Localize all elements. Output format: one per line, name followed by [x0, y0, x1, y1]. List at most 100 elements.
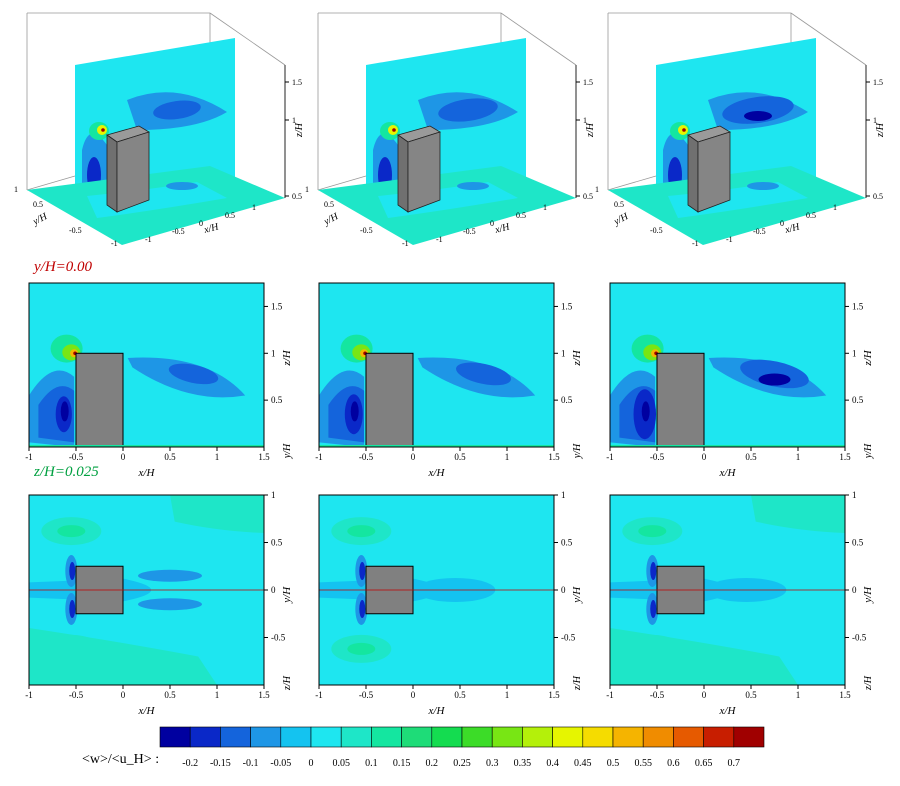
x-tick-label: 1.5	[548, 690, 560, 700]
axes-frame	[318, 282, 555, 448]
x-tick-label: -0.5	[69, 690, 84, 700]
colorbar-tick-label: 0.3	[486, 758, 499, 769]
colorbar-swatch	[401, 726, 433, 748]
contour-region	[166, 182, 198, 190]
colorbar-tick-label: -0.05	[270, 758, 291, 769]
y-axis-label: z/H	[571, 349, 583, 366]
y-tick-label: 1	[271, 348, 276, 358]
x-tick-label: -1	[25, 690, 33, 700]
y-tick-label: 1	[14, 185, 18, 194]
y-axis-label: z/H	[281, 349, 293, 366]
z-axis-label: z/H	[585, 122, 596, 138]
colorbar-swatch	[703, 726, 735, 748]
x-axis-label: x/H	[138, 467, 156, 479]
colorbar-swatch	[461, 726, 493, 748]
y-tick-label: 1	[271, 490, 276, 500]
contour-region	[457, 182, 489, 190]
x-tick-label: 1	[215, 690, 220, 700]
colorbar-tick-label: 0.4	[546, 758, 559, 769]
y-axis-label: y/H	[611, 211, 630, 228]
x-tick-label: 1	[833, 203, 837, 212]
y-tick-label: 1	[305, 185, 309, 194]
panel-y0-1: -1 -0.5 0 0.5 1 1.5 x/H 0.5 1 1.5 z/H y/H	[25, 282, 293, 479]
x-tick-label: 1	[796, 452, 801, 462]
contour-region	[138, 569, 202, 582]
y-tick-label: 0.5	[561, 395, 573, 405]
colorbar-tick-label: 0.6	[667, 758, 680, 769]
x-tick-label: 0	[702, 690, 707, 700]
colorbar-swatch	[371, 726, 402, 748]
contour-region	[29, 628, 217, 685]
x-tick-label: 1	[252, 203, 256, 212]
x-tick-label: -0.5	[463, 227, 476, 236]
colorbar-swatch	[612, 726, 644, 748]
panel-z0025-2: -1 -0.5 0 0.5 1 1.5 x/H 1 0.5 0 -0.5 y/H z/H	[315, 490, 583, 717]
colorbar-swatch	[159, 726, 191, 748]
z-tick-label: 1.5	[583, 78, 593, 87]
x-tick-label: 0.5	[454, 690, 466, 700]
colorbar-tick-label: 0.25	[453, 758, 471, 769]
y-tick-label: -0.5	[852, 633, 867, 643]
y-tick-label: 1	[852, 490, 857, 500]
axes-frame	[609, 282, 846, 448]
y-tick-label: -1	[402, 239, 409, 248]
y-tick-label: -0.5	[561, 633, 576, 643]
colorbar-tick-label: 0.2	[426, 758, 439, 769]
contour-region	[758, 373, 791, 386]
y-tick-label: -1	[692, 239, 699, 248]
z-axis-label: z/H	[875, 122, 886, 138]
x-tick-label: 0	[121, 690, 126, 700]
bounding-box-edge	[790, 12, 867, 66]
peak-velocity-marker	[392, 128, 396, 132]
x-tick-label: 0.5	[164, 690, 176, 700]
contour-region	[650, 562, 657, 580]
y-tick-label: 0.5	[33, 200, 43, 209]
side-axis-label: y/H	[863, 443, 874, 459]
z-tick-label: 0.5	[292, 192, 302, 201]
colorbar-tick-label: 0.65	[695, 758, 713, 769]
x-axis-label: x/H	[783, 221, 802, 236]
contour-region	[57, 525, 86, 538]
x-axis-label: x/H	[428, 705, 446, 717]
y-axis-label: z/H	[862, 349, 874, 366]
contour-region	[438, 98, 498, 122]
y-axis-label: y/H	[30, 211, 49, 228]
contour-region	[638, 525, 667, 538]
x-tick-label: -1	[606, 452, 614, 462]
side-axis-label: z/H	[282, 675, 293, 691]
contour-region	[138, 598, 202, 611]
x-tick-label: 0.5	[454, 452, 466, 462]
side-axis-label: y/H	[282, 443, 293, 459]
colorbar-tick-label: -0.1	[243, 758, 259, 769]
contour-region	[456, 362, 511, 386]
contour-region	[347, 525, 376, 538]
colorbar-tick-label: 0.05	[332, 758, 350, 769]
section-label-y0: y/H=0.00	[34, 259, 93, 275]
bounding-box-edge	[607, 175, 657, 191]
obstacle-side	[397, 134, 409, 213]
x-tick-label: 1	[796, 690, 801, 700]
contour-region	[170, 495, 264, 533]
contour-region	[350, 401, 359, 422]
colorbar-tick-label: 0.35	[514, 758, 532, 769]
y-axis-label: y/H	[321, 211, 340, 228]
x-tick-label: -1	[145, 235, 152, 244]
colorbar: -0.2 -0.15 -0.1 -0.05 0 0.05 0.1 0.15 0.2 0.25 0.3…	[159, 726, 765, 769]
colorbar-swatch	[491, 726, 523, 748]
z-tick-label: 1	[873, 116, 877, 125]
obstacle-side	[106, 134, 118, 213]
panel-3d-1: 0.5 1 1.5 z/H -1 -0.5 0 0.5 1 x/H 1 0.5 -0.5 -1 y/H	[14, 12, 305, 248]
colorbar-swatch	[582, 726, 614, 748]
colorbar-swatch	[733, 726, 765, 748]
panel-z0025-3: -1 -0.5 0 0.5 1 1.5 x/H 1 0.5 0 -0.5 y/H z/H	[606, 490, 874, 717]
contour-region	[747, 182, 779, 190]
x-axis-label: x/H	[428, 467, 446, 479]
y-tick-label: 0.5	[271, 395, 283, 405]
bounding-box-edge	[317, 175, 367, 191]
side-axis-label: y/H	[572, 443, 583, 459]
contour-region	[722, 96, 794, 124]
x-tick-label: -1	[606, 690, 614, 700]
colorbar-swatch	[280, 726, 312, 748]
colorbar-tick-label: 0.55	[634, 758, 652, 769]
x-tick-label: 1	[543, 203, 547, 212]
